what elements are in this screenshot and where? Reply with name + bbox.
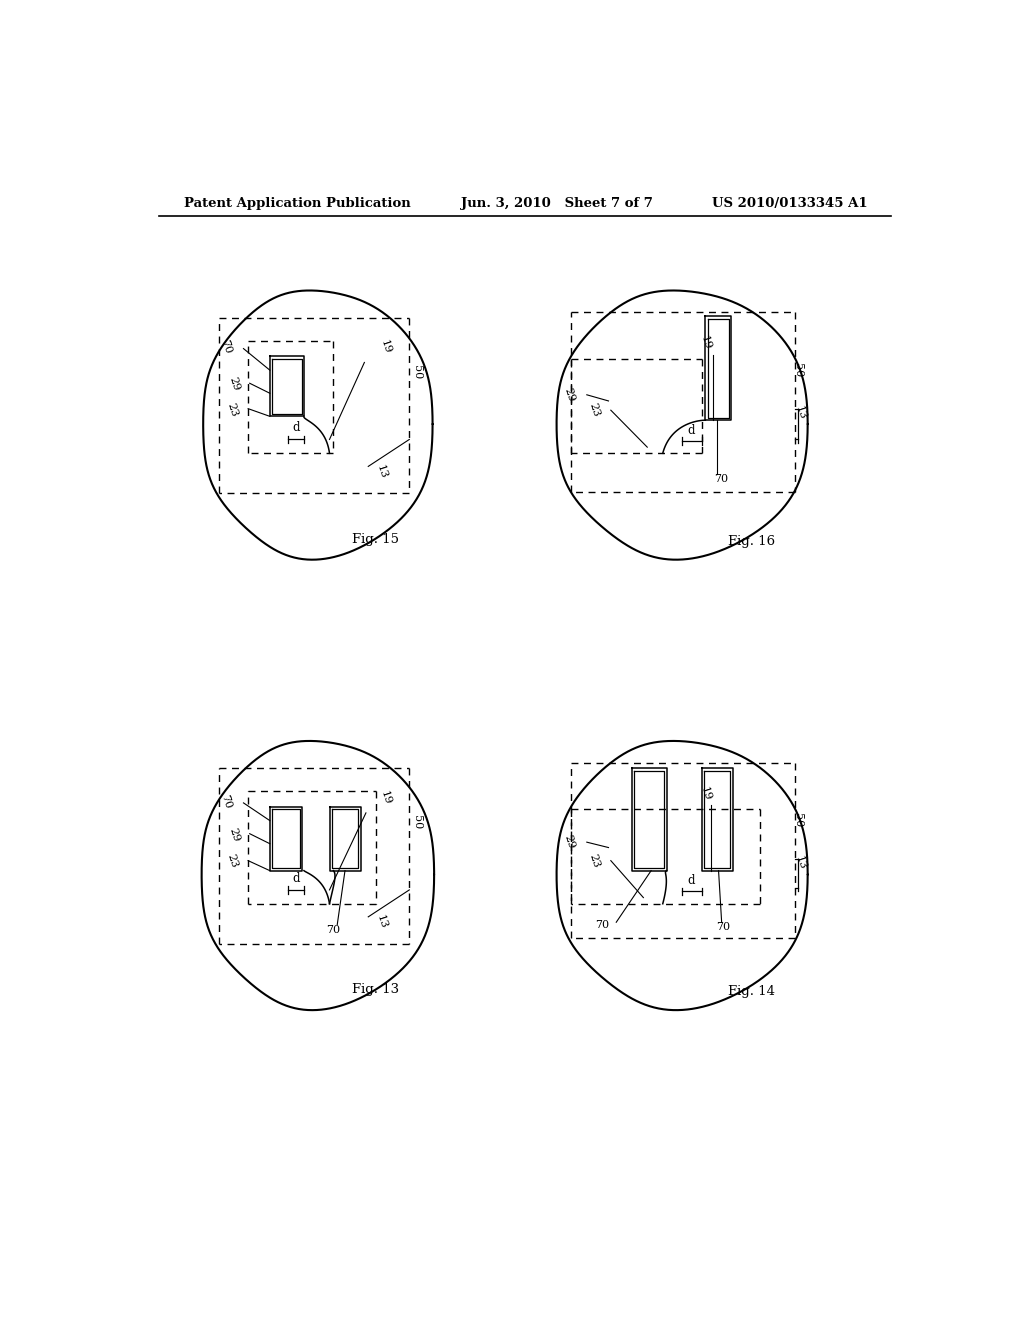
Text: Patent Application Publication: Patent Application Publication [183, 197, 411, 210]
Text: Fig. 14: Fig. 14 [728, 985, 775, 998]
Text: 19: 19 [698, 785, 713, 803]
Text: 29: 29 [563, 387, 577, 403]
Text: 13: 13 [794, 404, 808, 421]
Text: 29: 29 [227, 826, 241, 842]
Text: 19: 19 [379, 339, 393, 355]
Text: d: d [688, 874, 695, 887]
Text: 50: 50 [412, 364, 422, 379]
Text: d: d [293, 871, 300, 884]
Text: 13: 13 [375, 463, 388, 480]
Text: 29: 29 [227, 376, 241, 392]
Text: 50: 50 [794, 363, 804, 378]
Text: Fig. 13: Fig. 13 [352, 983, 399, 997]
Text: US 2010/0133345 A1: US 2010/0133345 A1 [713, 197, 868, 210]
Text: 23: 23 [588, 401, 601, 418]
Text: 70: 70 [219, 793, 233, 809]
Text: 13: 13 [794, 854, 808, 871]
Text: Fig. 15: Fig. 15 [352, 533, 399, 546]
Text: 23: 23 [588, 853, 601, 869]
Text: 29: 29 [563, 834, 577, 850]
Text: Fig. 16: Fig. 16 [728, 535, 775, 548]
Text: 19: 19 [698, 335, 713, 351]
Text: 19: 19 [379, 789, 393, 805]
Text: 70: 70 [716, 921, 730, 932]
Text: 70: 70 [714, 474, 728, 484]
Text: 50: 50 [412, 814, 422, 829]
Text: 70: 70 [595, 920, 609, 929]
Text: Jun. 3, 2010   Sheet 7 of 7: Jun. 3, 2010 Sheet 7 of 7 [461, 197, 653, 210]
Text: 13: 13 [375, 913, 388, 931]
Text: 23: 23 [225, 401, 240, 418]
Text: 23: 23 [225, 853, 240, 869]
Text: 70: 70 [327, 925, 340, 935]
Text: d: d [293, 421, 300, 434]
Text: d: d [688, 424, 695, 437]
Text: 70: 70 [219, 339, 233, 355]
Text: 50: 50 [794, 813, 804, 828]
